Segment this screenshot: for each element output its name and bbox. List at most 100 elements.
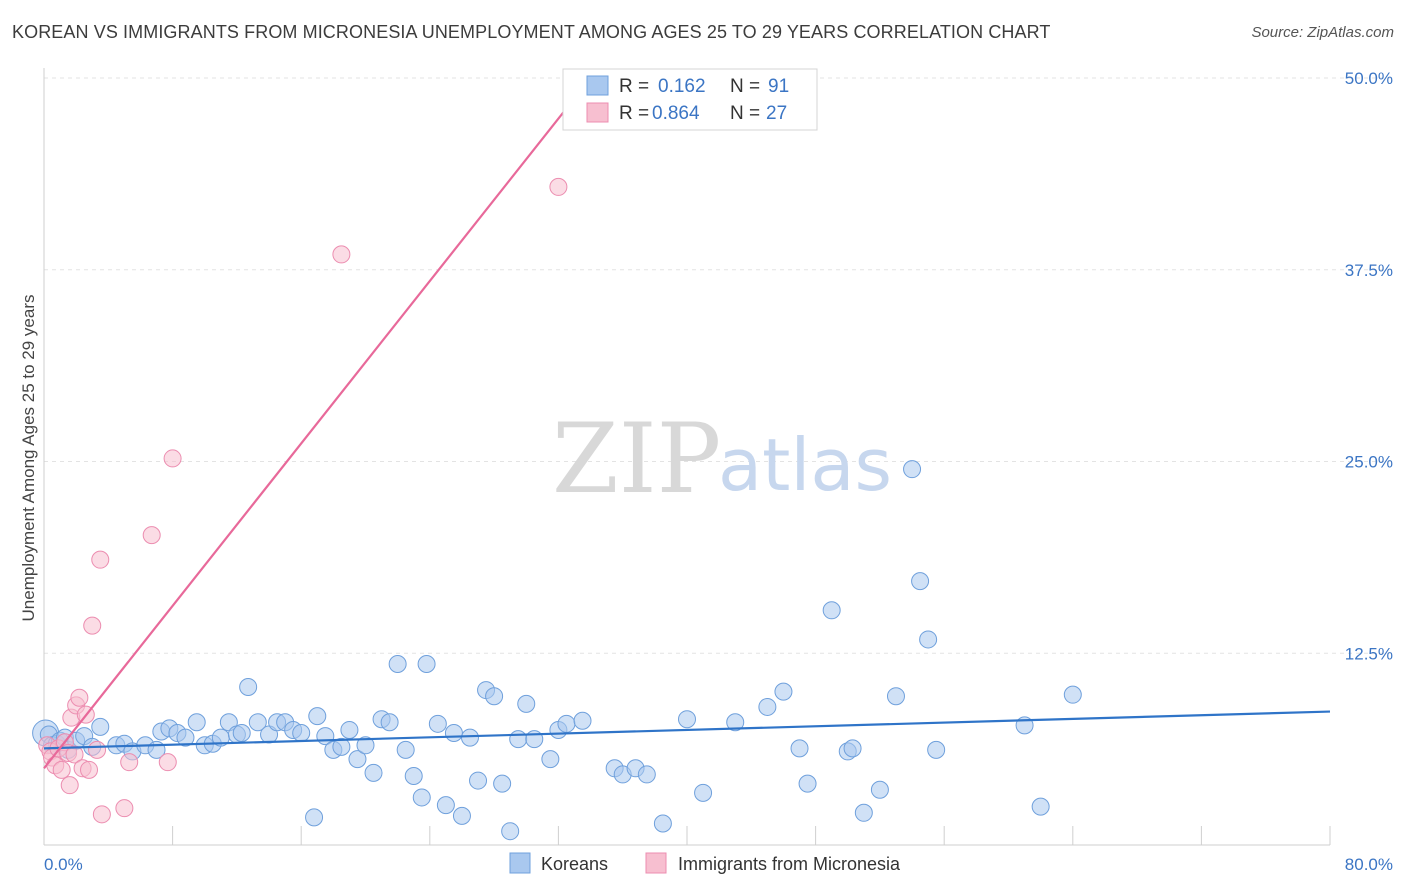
micronesia-point (120, 753, 139, 772)
koreans-point (870, 780, 889, 799)
koreans-point (1063, 685, 1082, 704)
y-tick-label: 25.0% (1345, 453, 1393, 472)
micronesia-point (70, 688, 89, 707)
koreans-point (653, 814, 672, 833)
koreans-point (843, 739, 862, 758)
koreans-point (380, 713, 399, 732)
micronesia-point (60, 776, 79, 795)
legend-r-label: R = (619, 76, 649, 97)
koreans-point (460, 728, 479, 747)
koreans-point (493, 774, 512, 793)
koreans-point (428, 714, 447, 733)
koreans-point (417, 654, 436, 673)
koreans-point (232, 724, 251, 743)
micronesia-point (549, 177, 568, 196)
legend-n-label: N = (730, 103, 760, 124)
koreans-point (91, 717, 110, 736)
koreans-point (573, 711, 592, 730)
legend-swatch-micronesia (586, 102, 609, 123)
y-tick-label: 12.5% (1345, 644, 1393, 663)
koreans-point (501, 822, 520, 841)
koreans-point (854, 803, 873, 822)
koreans-point (637, 765, 656, 784)
koreans-point (187, 713, 206, 732)
bottom-legend-koreans: Koreans (541, 854, 608, 874)
koreans-point (239, 677, 258, 696)
koreans-point (517, 694, 536, 713)
koreans-point (340, 720, 359, 739)
koreans-point (332, 737, 351, 756)
micronesia-point (88, 740, 107, 759)
koreans-point (822, 601, 841, 620)
chart-title: KOREAN VS IMMIGRANTS FROM MICRONESIA UNE… (12, 22, 1051, 42)
koreans-point (412, 788, 431, 807)
koreans-point (678, 710, 696, 729)
micronesia-point (163, 449, 182, 468)
koreans-point (790, 739, 809, 758)
koreans-trend-line (43, 710, 1331, 750)
watermark-atlas: atlas (718, 423, 892, 507)
koreans-point (694, 783, 713, 802)
x-axis-ticks (43, 826, 1331, 845)
koreans-point (248, 713, 267, 732)
micronesia-point (92, 805, 111, 824)
koreans-point (388, 654, 407, 673)
koreans-point (469, 771, 488, 790)
koreans-point (436, 796, 455, 815)
legend-r-label: R = (619, 103, 649, 124)
micronesia-point (83, 616, 102, 635)
legend-n-koreans: 91 (768, 76, 789, 97)
micronesia-point (91, 550, 110, 569)
koreans-point (927, 740, 946, 759)
koreans-point (1031, 797, 1050, 816)
koreans-point (356, 736, 375, 755)
micronesia-point (142, 526, 161, 545)
koreans-point (911, 572, 930, 591)
koreans-point (758, 697, 777, 716)
micronesia-point (52, 760, 71, 779)
y-axis-tick-labels: 12.5% 25.0% 37.5% 50.0% (1345, 69, 1393, 663)
legend-swatch-koreans (586, 75, 609, 96)
koreans-point (364, 763, 383, 782)
koreans-point (886, 687, 905, 706)
bottom-legend-micronesia: Immigrants from Micronesia (678, 854, 901, 874)
koreans-point (444, 724, 463, 743)
legend-n-micronesia: 27 (766, 103, 787, 124)
koreans-point (292, 724, 311, 743)
micronesia-point (80, 760, 99, 779)
micronesia-point (115, 799, 134, 818)
koreans-point (919, 630, 938, 649)
koreans-point (348, 750, 367, 769)
koreans-point (903, 460, 922, 479)
y-tick-label: 37.5% (1345, 261, 1393, 280)
koreans-point (396, 740, 415, 759)
koreans-point (726, 713, 745, 732)
koreans-point (452, 806, 471, 825)
bottom-legend-swatch-micronesia (645, 852, 667, 874)
koreans-point (176, 728, 195, 747)
y-axis-title: Unemployment Among Ages 25 to 29 years (19, 295, 38, 622)
koreans-point (485, 687, 504, 706)
koreans-points (32, 460, 1082, 841)
legend-r-micronesia: 0.864 (652, 103, 700, 124)
watermark-zip: ZIP (552, 403, 721, 515)
koreans-point (404, 766, 423, 785)
micronesia-trend-line (43, 77, 592, 769)
micronesia-point (158, 753, 177, 772)
series-legend: Koreans Immigrants from Micronesia (509, 852, 901, 874)
koreans-point (509, 730, 528, 749)
y-tick-label: 50.0% (1345, 69, 1393, 88)
gridlines (44, 77, 1395, 654)
bottom-legend-swatch-koreans (509, 852, 531, 874)
koreans-point (541, 750, 560, 769)
legend-n-label: N = (730, 76, 760, 97)
micronesia-point (65, 745, 84, 764)
koreans-point (557, 714, 576, 733)
x-tick-label-min: 0.0% (44, 855, 83, 874)
source-label: Source: ZipAtlas.com (1251, 24, 1394, 41)
koreans-point (305, 808, 324, 827)
x-tick-label-max: 80.0% (1345, 855, 1393, 874)
micronesia-point (332, 245, 351, 264)
koreans-point (798, 774, 817, 793)
